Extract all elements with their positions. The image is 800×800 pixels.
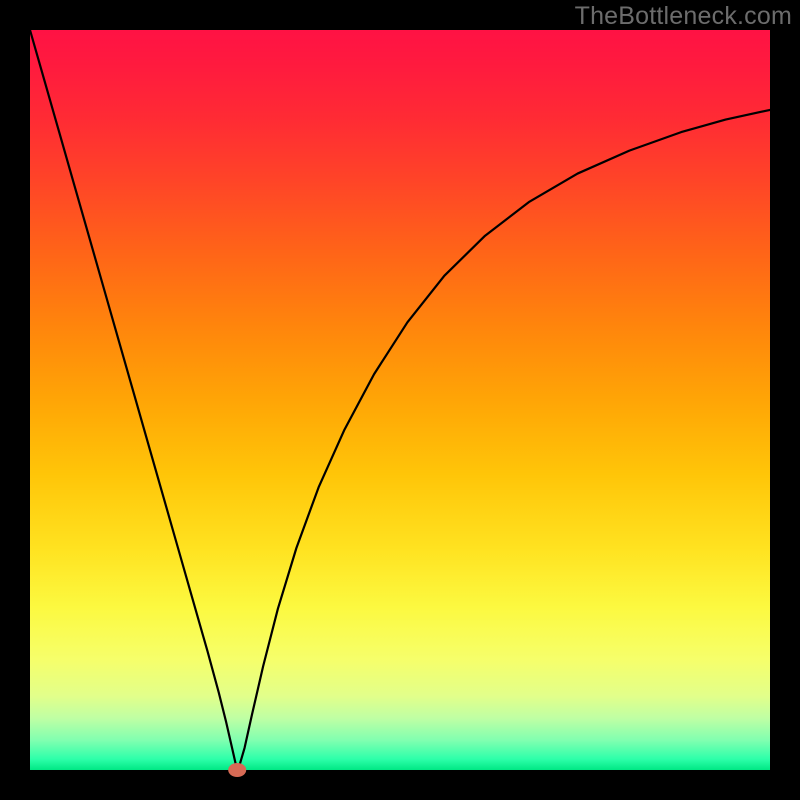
chart-container: TheBottleneck.com — [0, 0, 800, 800]
optimum-marker — [228, 763, 246, 777]
bottleneck-chart — [0, 0, 800, 800]
watermark-text: TheBottleneck.com — [575, 2, 792, 31]
